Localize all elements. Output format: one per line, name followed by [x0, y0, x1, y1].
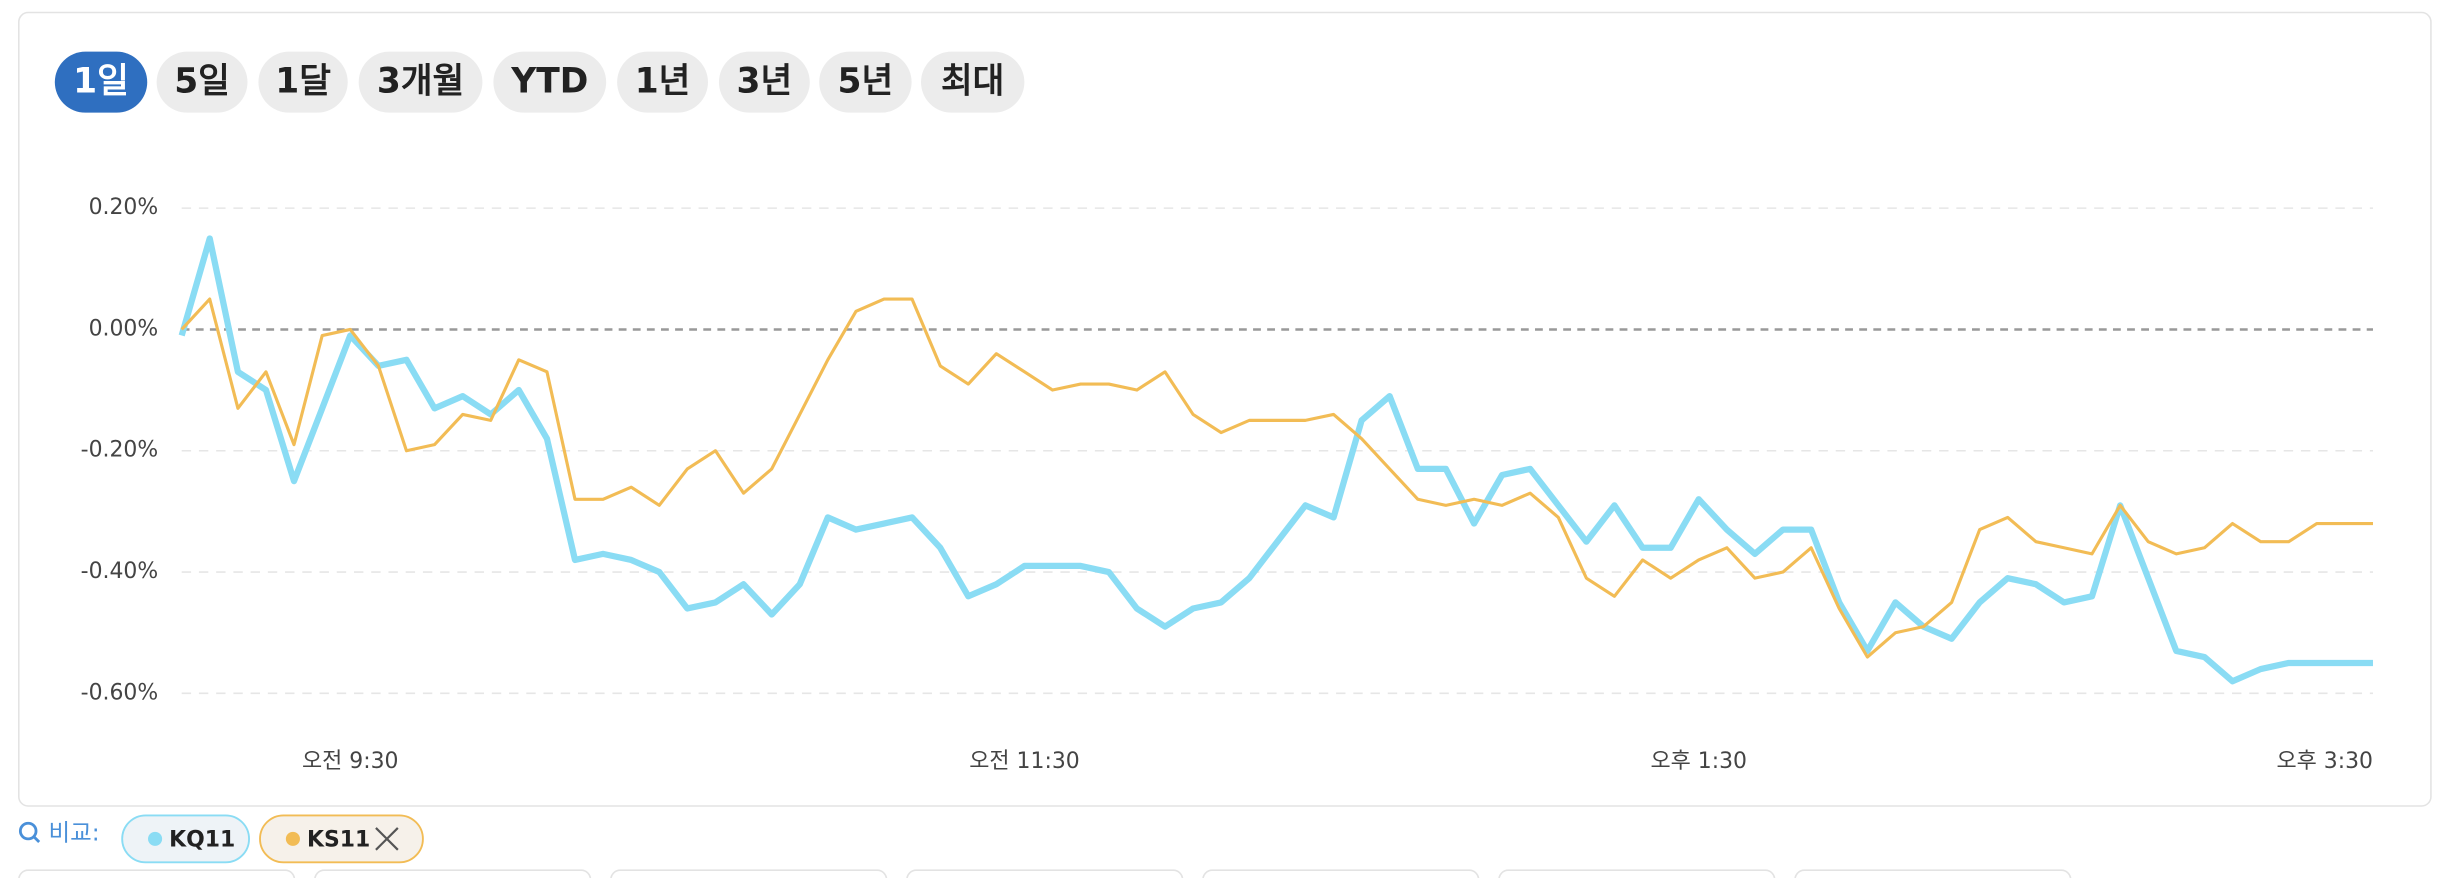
legend-label: KQ11	[169, 827, 235, 852]
legend-dot	[148, 831, 163, 846]
search-icon	[18, 821, 41, 843]
range-button[interactable]	[358, 51, 483, 113]
range-button-label[interactable]: 5년	[838, 61, 894, 101]
compare-label: 비교:	[49, 819, 100, 847]
compare-chip[interactable]	[121, 814, 250, 864]
chart-card	[18, 11, 2432, 807]
y-tick-label: -0.20%	[81, 438, 159, 463]
range-button[interactable]	[718, 51, 810, 113]
y-tick-label: 0.20%	[89, 195, 159, 220]
range-button[interactable]	[258, 51, 348, 113]
y-tick-label: 0.00%	[89, 316, 159, 341]
range-button[interactable]	[921, 51, 1025, 113]
x-tick-label: 오전 9:30	[302, 749, 399, 774]
x-tick-label: 오전 11:30	[969, 749, 1079, 774]
series-line	[180, 297, 2373, 659]
series-line	[178, 235, 2373, 685]
y-tick-label: -0.60%	[81, 680, 159, 705]
range-button[interactable]	[493, 51, 607, 113]
remove-icon[interactable]	[375, 827, 399, 851]
range-button[interactable]	[617, 51, 708, 113]
range-button[interactable]	[54, 51, 148, 113]
y-tick-label: -0.40%	[81, 559, 159, 584]
range-button-label[interactable]: YTD	[510, 61, 588, 101]
legend-dot	[285, 831, 300, 846]
range-button[interactable]	[156, 51, 248, 113]
range-button[interactable]	[819, 51, 912, 113]
legend-label: KS11	[307, 827, 370, 852]
x-tick-label: 오후 1:30	[1650, 749, 1747, 774]
range-button-label[interactable]: 3년	[737, 61, 793, 101]
range-button-label[interactable]: 최대	[941, 61, 1004, 101]
range-button-label[interactable]: 1달	[275, 61, 331, 101]
x-tick-label: 오후 3:30	[2276, 749, 2373, 774]
range-button-label[interactable]: 1년	[635, 61, 691, 101]
compare-chip[interactable]	[259, 814, 424, 864]
range-button-label[interactable]: 1일	[73, 61, 129, 101]
bottom-tabs	[18, 869, 2072, 878]
range-button-label[interactable]: 3개월	[377, 61, 464, 101]
range-button-label[interactable]: 5일	[174, 61, 230, 101]
